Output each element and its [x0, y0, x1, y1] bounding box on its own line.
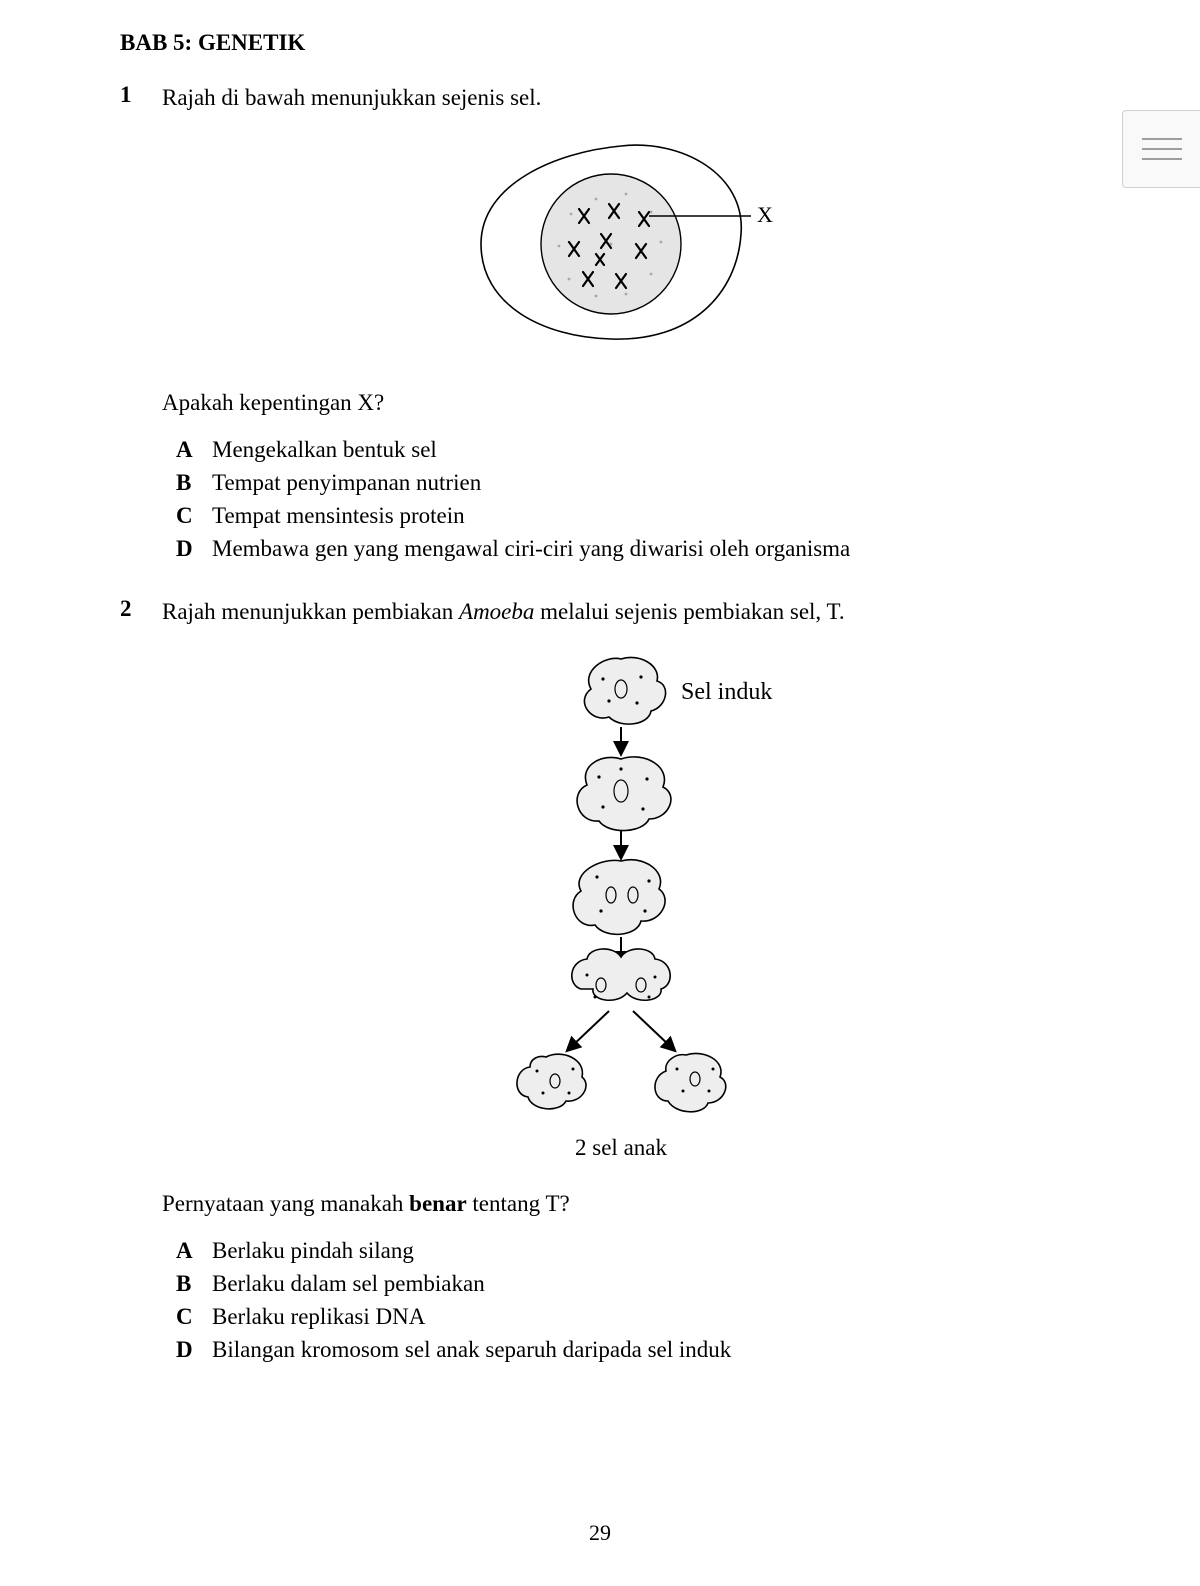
option-text: Berlaku pindah silang: [212, 1235, 1080, 1266]
menu-icon: [1142, 138, 1182, 140]
q1-body: Rajah di bawah menunjukkan sejenis sel.: [162, 82, 1080, 566]
q1-figure: X: [162, 134, 1080, 360]
q1-option-d: D Membawa gen yang mengawal ciri-ciri ya…: [176, 533, 1080, 564]
option-text: Mengekalkan bentuk sel: [212, 434, 1080, 465]
option-label: C: [176, 1301, 212, 1332]
q2-text-a: Rajah menunjukkan pembiakan: [162, 599, 459, 624]
menu-icon: [1142, 148, 1182, 150]
amoeba-diagram: [451, 649, 791, 1119]
q2-sub-b: tentang T?: [467, 1191, 570, 1216]
q2-sub-a: Pernyataan yang manakah: [162, 1191, 409, 1216]
chapter-title: BAB 5: GENETIK: [120, 30, 1080, 56]
page-number: 29: [0, 1520, 1200, 1546]
q2-option-c: C Berlaku replikasi DNA: [176, 1301, 1080, 1332]
q2-number: 2: [120, 596, 162, 1366]
option-label: D: [176, 533, 212, 564]
question-2: 2 Rajah menunjukkan pembiakan Amoeba mel…: [120, 596, 1080, 1366]
cell-diagram: X: [451, 134, 791, 354]
option-text: Berlaku dalam sel pembiakan: [212, 1268, 1080, 1299]
option-label: B: [176, 467, 212, 498]
pointer-label: X: [757, 202, 773, 227]
option-label: A: [176, 1235, 212, 1266]
menu-icon: [1142, 158, 1182, 160]
question-1: 1 Rajah di bawah menunjukkan sejenis sel…: [120, 82, 1080, 566]
q2-subquestion: Pernyataan yang manakah benar tentang T?: [162, 1191, 1080, 1217]
children-cell-label: 2 sel anak: [451, 1135, 791, 1161]
q1-options: A Mengekalkan bentuk sel B Tempat penyim…: [162, 434, 1080, 564]
q2-body: Rajah menunjukkan pembiakan Amoeba melal…: [162, 596, 1080, 1366]
option-label: C: [176, 500, 212, 531]
q2-option-b: B Berlaku dalam sel pembiakan: [176, 1268, 1080, 1299]
option-text: Membawa gen yang mengawal ciri-ciri yang…: [212, 533, 1080, 564]
option-text: Tempat penyimpanan nutrien: [212, 467, 1080, 498]
option-text: Berlaku replikasi DNA: [212, 1301, 1080, 1332]
q2-text-b: melalui sejenis pembiakan sel, T.: [534, 599, 844, 624]
q2-text: Rajah menunjukkan pembiakan Amoeba melal…: [162, 596, 1080, 628]
option-label: A: [176, 434, 212, 465]
q1-text: Rajah di bawah menunjukkan sejenis sel.: [162, 82, 1080, 114]
q2-sub-bold: benar: [409, 1191, 467, 1216]
option-label: B: [176, 1268, 212, 1299]
option-text: Bilangan kromosom sel anak separuh darip…: [212, 1334, 1080, 1365]
q2-option-d: D Bilangan kromosom sel anak separuh dar…: [176, 1334, 1080, 1365]
q1-option-c: C Tempat mensintesis protein: [176, 500, 1080, 531]
page: BAB 5: GENETIK 1 Rajah di bawah menunjuk…: [0, 0, 1200, 1367]
q1-number: 1: [120, 82, 162, 566]
q2-figure: Sel induk: [162, 649, 1080, 1161]
q1-subquestion: Apakah kepentingan X?: [162, 390, 1080, 416]
q1-option-a: A Mengekalkan bentuk sel: [176, 434, 1080, 465]
parent-cell-label: Sel induk: [681, 679, 772, 706]
option-label: D: [176, 1334, 212, 1365]
q1-option-b: B Tempat penyimpanan nutrien: [176, 467, 1080, 498]
q2-options: A Berlaku pindah silang B Berlaku dalam …: [162, 1235, 1080, 1365]
q2-text-italic: Amoeba: [459, 599, 534, 624]
option-text: Tempat mensintesis protein: [212, 500, 1080, 531]
menu-button[interactable]: [1122, 110, 1200, 188]
q2-option-a: A Berlaku pindah silang: [176, 1235, 1080, 1266]
